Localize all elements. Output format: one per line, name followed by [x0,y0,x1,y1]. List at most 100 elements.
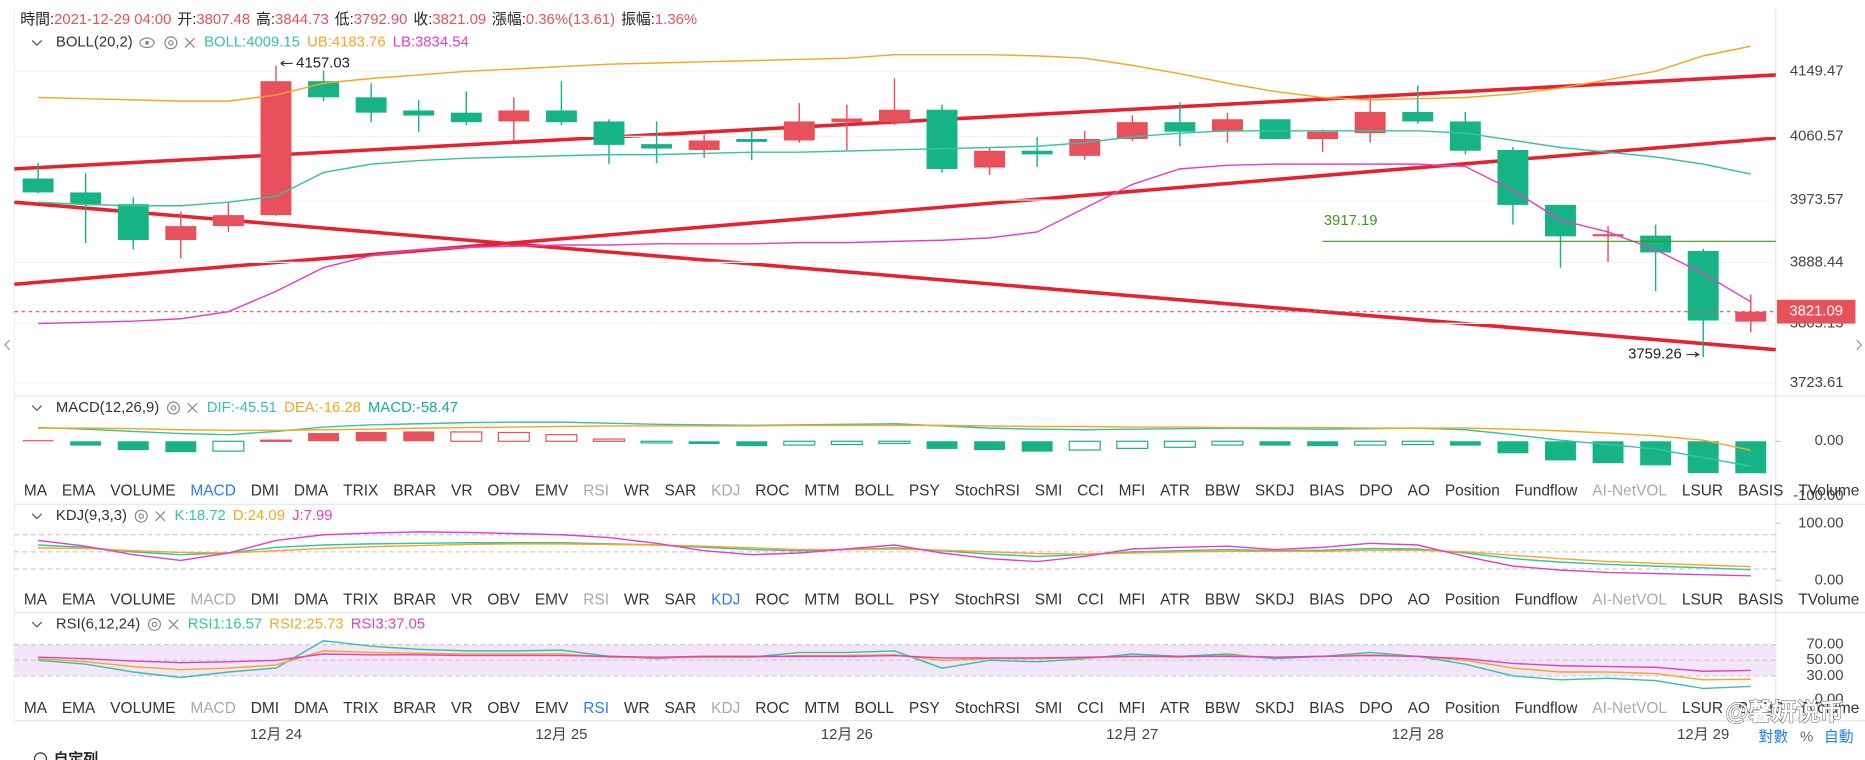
indicator-tab[interactable]: SAR [664,700,696,717]
settings-icon[interactable] [164,36,178,50]
indicator-tab[interactable]: MFI [1119,592,1146,609]
indicator-tab[interactable]: MACD [190,700,236,717]
scale-button[interactable]: 自動 [1824,728,1854,745]
indicator-tab[interactable]: VR [451,592,472,609]
indicator-tab[interactable]: MA [24,700,48,717]
indicator-tab[interactable]: BASIS [1738,592,1784,609]
indicator-tab[interactable]: StochRSI [955,592,1020,609]
indicator-tab[interactable]: StochRSI [955,482,1020,499]
indicator-tab[interactable]: WR [624,700,650,717]
indicator-tab[interactable]: WR [624,482,650,499]
indicator-tab[interactable]: BBW [1205,592,1241,609]
indicator-tab[interactable]: AI-NetVOL [1592,592,1667,609]
indicator-tab[interactable]: OBV [487,482,520,499]
indicator-tab[interactable]: ROC [755,482,789,499]
indicator-tab[interactable]: LSUR [1682,482,1723,499]
indicator-tab[interactable]: SMI [1035,482,1062,499]
indicator-tab[interactable]: DMA [294,482,329,499]
indicator-tab[interactable]: KDJ [711,592,740,609]
indicator-tab[interactable]: AO [1408,482,1430,499]
indicator-tab[interactable]: OBV [487,700,520,717]
indicator-tab[interactable]: DMI [251,592,279,609]
indicator-tab[interactable]: MA [24,592,48,609]
indicator-tab[interactable]: TVolume [1798,592,1859,609]
indicator-tab[interactable]: BRAR [393,592,436,609]
indicator-tab[interactable]: Position [1445,592,1500,609]
indicator-tab[interactable]: RSI [583,482,609,499]
indicator-tab[interactable]: MTM [804,482,839,499]
indicator-tab[interactable]: MFI [1119,482,1146,499]
indicator-tab[interactable]: MACD [190,592,236,609]
indicator-tab[interactable]: Fundflow [1515,482,1579,499]
settings-icon[interactable] [166,401,180,415]
indicator-tab[interactable]: PSY [909,700,940,717]
indicator-tab[interactable]: DPO [1359,482,1393,499]
indicator-tab[interactable]: BRAR [393,700,436,717]
indicator-tab[interactable]: DMA [294,700,329,717]
indicator-tab[interactable]: LSUR [1682,700,1723,717]
indicator-tab[interactable]: BIAS [1309,592,1344,609]
indicator-tab[interactable]: AI-NetVOL [1592,700,1667,717]
close-icon[interactable] [168,619,179,630]
indicator-tab[interactable]: EMV [535,700,569,717]
indicator-tab[interactable]: BOLL [854,592,894,609]
indicator-tab[interactable]: EMA [62,700,96,717]
indicator-tab[interactable]: TRIX [343,592,378,609]
indicator-tab[interactable]: DPO [1359,700,1393,717]
indicator-tab[interactable]: KDJ [711,482,740,499]
collapse-icon[interactable] [31,405,43,412]
indicator-tab[interactable]: TRIX [343,482,378,499]
indicator-tab[interactable]: VOLUME [110,482,175,499]
indicator-tab[interactable]: ROC [755,700,789,717]
indicator-tab[interactable]: BOLL [854,482,894,499]
collapse-icon[interactable] [31,40,43,47]
scale-button[interactable]: % [1800,729,1813,745]
indicator-tab[interactable]: StochRSI [955,700,1020,717]
scroll-right[interactable] [1856,339,1863,351]
indicator-tab[interactable]: BIAS [1309,482,1344,499]
indicator-tab[interactable]: PSY [909,592,940,609]
indicator-tab[interactable]: WR [624,592,650,609]
indicator-tab[interactable]: Fundflow [1515,700,1579,717]
indicator-tab[interactable]: ATR [1160,700,1190,717]
indicator-tab[interactable]: VOLUME [110,700,175,717]
indicator-tab[interactable]: SKDJ [1255,482,1295,499]
indicator-tab[interactable]: MTM [804,592,839,609]
close-icon[interactable] [155,511,166,522]
indicator-tab[interactable]: DMA [294,592,329,609]
indicator-tab[interactable]: BOLL [854,700,894,717]
indicator-tab[interactable]: MTM [804,700,839,717]
indicator-tab[interactable]: OBV [487,592,520,609]
indicator-tab[interactable]: MA [24,482,48,499]
close-icon[interactable] [187,402,198,414]
indicator-tab[interactable]: AI-NetVOL [1592,482,1667,499]
visibility-icon[interactable] [139,37,155,49]
indicator-tab[interactable]: VR [451,700,472,717]
indicator-tab[interactable]: BASIS [1738,700,1784,717]
indicator-tab[interactable]: RSI [583,700,609,717]
indicator-tab[interactable]: ATR [1160,482,1190,499]
indicator-tab[interactable]: BASIS [1738,482,1784,499]
trend-line[interactable] [14,200,1776,352]
indicator-tab[interactable]: EMV [535,592,569,609]
indicator-tab[interactable]: Position [1445,482,1500,499]
indicator-tab[interactable]: EMA [62,482,96,499]
indicator-tab[interactable]: BIAS [1309,700,1344,717]
indicator-tab[interactable]: DPO [1359,592,1393,609]
indicator-tab[interactable]: BRAR [393,482,436,499]
indicator-tab[interactable]: TVolume [1798,700,1859,717]
indicator-tab[interactable]: SMI [1035,592,1062,609]
indicator-tab[interactable]: EMA [62,592,96,609]
indicator-tab[interactable]: TVolume [1798,482,1859,499]
settings-icon[interactable] [134,509,148,523]
indicator-tab[interactable]: DMI [251,482,279,499]
indicator-tab[interactable]: CCI [1077,482,1104,499]
indicator-tab[interactable]: ROC [755,592,789,609]
indicator-tab[interactable]: MFI [1119,700,1146,717]
indicator-tab[interactable]: LSUR [1682,592,1723,609]
indicator-tab[interactable]: Fundflow [1515,592,1579,609]
indicator-tab[interactable]: TRIX [343,700,378,717]
indicator-tab[interactable]: SMI [1035,700,1062,717]
indicator-tab[interactable]: SAR [664,482,696,499]
indicator-tab[interactable]: VOLUME [110,592,175,609]
